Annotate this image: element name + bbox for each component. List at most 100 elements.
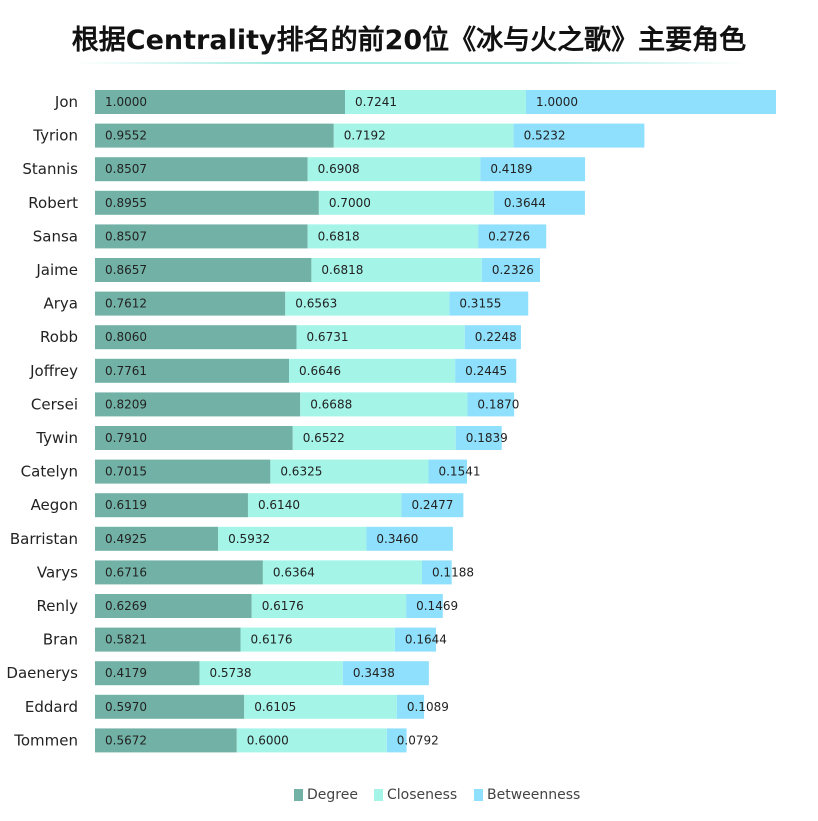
value-label-daenerys-degree: 0.4179 <box>105 666 147 680</box>
bar-joffrey-closeness <box>289 358 456 383</box>
legend: Degree Closeness Betweenness <box>294 787 580 803</box>
category-label-stannis: Stannis <box>22 160 78 178</box>
category-label-cersei: Cersei <box>31 395 78 413</box>
value-label-stannis-closeness: 0.6908 <box>318 162 360 176</box>
value-label-varys-closeness: 0.6364 <box>273 565 315 579</box>
bar-catelyn-betweenness <box>428 459 468 484</box>
bar-cersei-betweenness <box>467 392 515 417</box>
bar-eddard-degree <box>95 694 245 719</box>
bar-bran-closeness <box>240 627 395 652</box>
value-label-tommen-closeness: 0.6000 <box>247 733 289 747</box>
category-label-jaime: Jaime <box>35 261 78 279</box>
value-label-tyrion-closeness: 0.7192 <box>344 129 386 143</box>
bar-renly-closeness <box>251 594 407 618</box>
value-label-arya-degree: 0.7612 <box>105 297 147 311</box>
value-label-tommen-degree: 0.5672 <box>105 733 147 747</box>
category-label-catelyn: Catelyn <box>21 463 78 481</box>
value-label-jaime-betweenness: 0.2326 <box>492 263 534 277</box>
bar-stannis-betweenness <box>480 157 586 182</box>
value-label-jon-betweenness: 1.0000 <box>536 95 578 109</box>
value-label-renly-degree: 0.6269 <box>105 599 147 613</box>
category-label-robert: Robert <box>28 194 78 212</box>
bar-bran-degree <box>95 627 241 652</box>
bar-jaime-degree <box>95 258 312 282</box>
value-label-varys-betweenness: 0.1188 <box>432 565 474 579</box>
value-label-barristan-betweenness: 0.3460 <box>376 532 418 546</box>
bar-daenerys-closeness <box>199 661 343 686</box>
value-label-barristan-closeness: 0.5932 <box>228 532 270 546</box>
value-label-robb-closeness: 0.6731 <box>306 330 348 344</box>
bar-arya-degree <box>95 291 286 316</box>
bar-robb-degree <box>95 325 297 350</box>
bar-renly-degree <box>95 594 252 618</box>
bar-arya-closeness <box>285 291 450 316</box>
value-label-stannis-betweenness: 0.4189 <box>490 162 532 176</box>
value-label-varys-degree: 0.6716 <box>105 565 147 579</box>
category-label-arya: Arya <box>44 295 79 313</box>
bar-joffrey-betweenness <box>455 358 517 383</box>
bar-tywin-degree <box>95 426 293 450</box>
value-label-barristan-degree: 0.4925 <box>105 532 147 546</box>
legend-label-betweenness: Betweenness <box>487 787 580 803</box>
value-label-robert-closeness: 0.7000 <box>329 196 371 210</box>
value-label-tommen-betweenness: 0.0792 <box>397 733 439 747</box>
bar-renly-betweenness <box>406 594 443 618</box>
value-label-aegon-degree: 0.6119 <box>105 498 147 512</box>
value-label-stannis-degree: 0.8507 <box>105 162 147 176</box>
value-label-bran-betweenness: 0.1644 <box>405 633 447 647</box>
bar-varys-degree <box>95 560 263 585</box>
value-label-cersei-betweenness: 0.1870 <box>477 397 519 411</box>
bar-robb-closeness <box>296 325 465 350</box>
value-label-catelyn-degree: 0.7015 <box>105 465 147 479</box>
bar-sansa-closeness <box>307 224 479 249</box>
legend-label-degree: Degree <box>307 787 358 803</box>
bar-jon-closeness <box>344 90 527 114</box>
bar-barristan-closeness <box>218 526 367 551</box>
bar-cersei-closeness <box>300 392 468 417</box>
category-label-jon: Jon <box>54 93 78 111</box>
value-label-jon-closeness: 0.7241 <box>355 95 397 109</box>
bar-robert-closeness <box>318 190 494 215</box>
bar-tyrion-closeness <box>333 123 514 148</box>
value-label-tywin-betweenness: 0.1839 <box>466 431 508 445</box>
value-label-cersei-degree: 0.8209 <box>105 397 147 411</box>
bar-tommen-closeness <box>236 728 387 753</box>
bar-catelyn-degree <box>95 459 271 484</box>
bar-varys-closeness <box>262 560 422 585</box>
value-label-robb-betweenness: 0.2248 <box>475 330 517 344</box>
bar-sansa-betweenness <box>478 224 547 249</box>
value-label-renly-betweenness: 0.1469 <box>416 599 458 613</box>
bar-arya-betweenness <box>449 291 529 316</box>
value-label-catelyn-betweenness: 0.1541 <box>438 465 480 479</box>
value-label-catelyn-closeness: 0.6325 <box>280 465 322 479</box>
value-label-tywin-closeness: 0.6522 <box>303 431 345 445</box>
bar-tywin-betweenness <box>455 426 502 450</box>
bar-tyrion-degree <box>95 123 334 148</box>
bar-bran-betweenness <box>394 627 437 652</box>
value-label-joffrey-degree: 0.7761 <box>105 364 147 378</box>
category-label-tywin: Tywin <box>35 429 78 447</box>
bar-tommen-degree <box>95 728 237 753</box>
category-label-bran: Bran <box>43 631 78 649</box>
value-label-cersei-closeness: 0.6688 <box>310 397 352 411</box>
bar-robert-degree <box>95 190 319 215</box>
legend-swatch-degree <box>294 789 303 801</box>
value-label-eddard-degree: 0.5970 <box>105 700 147 714</box>
bar-stannis-closeness <box>307 157 481 182</box>
bar-tyrion-betweenness <box>513 123 645 148</box>
value-label-jaime-closeness: 0.6818 <box>321 263 363 277</box>
category-label-aegon: Aegon <box>31 496 78 514</box>
value-label-aegon-closeness: 0.6140 <box>258 498 300 512</box>
bar-aegon-closeness <box>247 493 402 518</box>
bar-robb-betweenness <box>464 325 521 350</box>
bar-jaime-closeness <box>311 258 482 282</box>
bar-joffrey-degree <box>95 358 290 383</box>
bar-barristan-betweenness <box>366 526 453 551</box>
bar-daenerys-degree <box>95 661 200 686</box>
bar-eddard-closeness <box>244 694 397 719</box>
value-label-jon-degree: 1.0000 <box>105 95 147 109</box>
value-label-arya-closeness: 0.6563 <box>295 297 337 311</box>
value-label-renly-closeness: 0.6176 <box>262 599 304 613</box>
category-label-tyrion: Tyrion <box>32 127 78 145</box>
